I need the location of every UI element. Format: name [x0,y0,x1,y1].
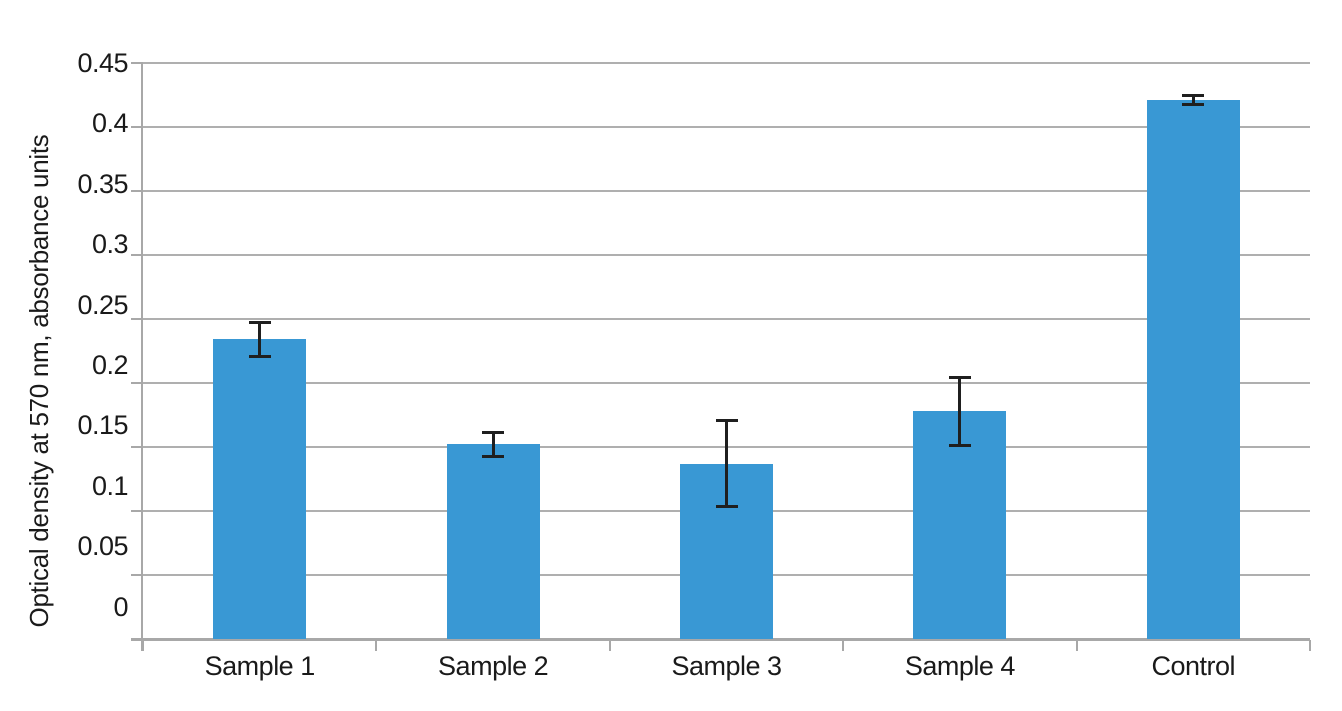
y-tick-label: 0.2 [91,350,129,380]
bar [446,444,540,639]
y-axis-line [141,62,143,651]
x-tick-mark [375,640,378,651]
error-bar-line [958,376,962,446]
y-tick-mark [131,382,143,384]
x-tick-mark [1075,640,1078,651]
error-bar-cap-bottom [948,443,971,447]
error-bar-line [725,420,728,508]
error-bar-cap-top [1182,94,1205,97]
error-bar-cap-bottom [715,505,738,509]
bar [213,339,307,639]
error-bar-cap-bottom [248,355,271,359]
error-bar-cap-bottom [482,455,505,459]
error-bar-cap-top [248,320,271,324]
y-tick-label: 0.3 [91,229,129,260]
y-tick-mark [131,126,143,128]
error-bar-line [491,431,495,458]
x-tick-mark [842,640,845,651]
y-tick-label: 0.45 [77,48,128,78]
y-tick-mark [131,62,143,64]
y-tick-label: 0.35 [77,168,128,199]
gridline [143,190,1310,192]
y-tick-mark [131,254,143,256]
y-tick-mark [131,510,143,512]
x-axis-line [131,638,1310,641]
y-tick-label: 0 [113,591,128,622]
x-axis-label: Control [1151,651,1236,681]
x-axis-label: Sample 3 [671,651,782,681]
x-axis-label: Sample 2 [438,651,549,681]
bar [913,411,1007,639]
error-bar-cap-top [482,430,505,434]
gridline [143,254,1310,256]
gridline [143,126,1310,128]
x-axis-label: Sample 1 [204,651,316,681]
bar [1146,100,1240,639]
error-bar-line [258,321,262,358]
error-bar-cap-bottom [1182,103,1205,107]
error-bar-line [1191,95,1195,106]
y-tick-mark [131,190,143,192]
error-bar-cap-top [715,419,738,423]
y-tick-label: 0.1 [91,470,129,501]
x-tick-mark [1309,640,1311,651]
y-tick-label: 0.25 [77,289,128,320]
y-tick-label: 0.4 [91,108,129,139]
y-tick-mark [131,318,143,320]
y-tick-mark [131,446,143,448]
y-tick-mark [131,574,143,576]
gridline [143,382,1310,384]
gridline [143,62,1310,64]
error-bar-cap-top [948,375,971,379]
x-axis-label: Sample 4 [904,651,1016,681]
x-tick-mark [142,640,144,651]
y-tick-label: 0.15 [77,410,128,441]
y-tick-label: 0.05 [77,531,128,562]
gridline [143,318,1310,320]
x-tick-mark [608,640,611,651]
